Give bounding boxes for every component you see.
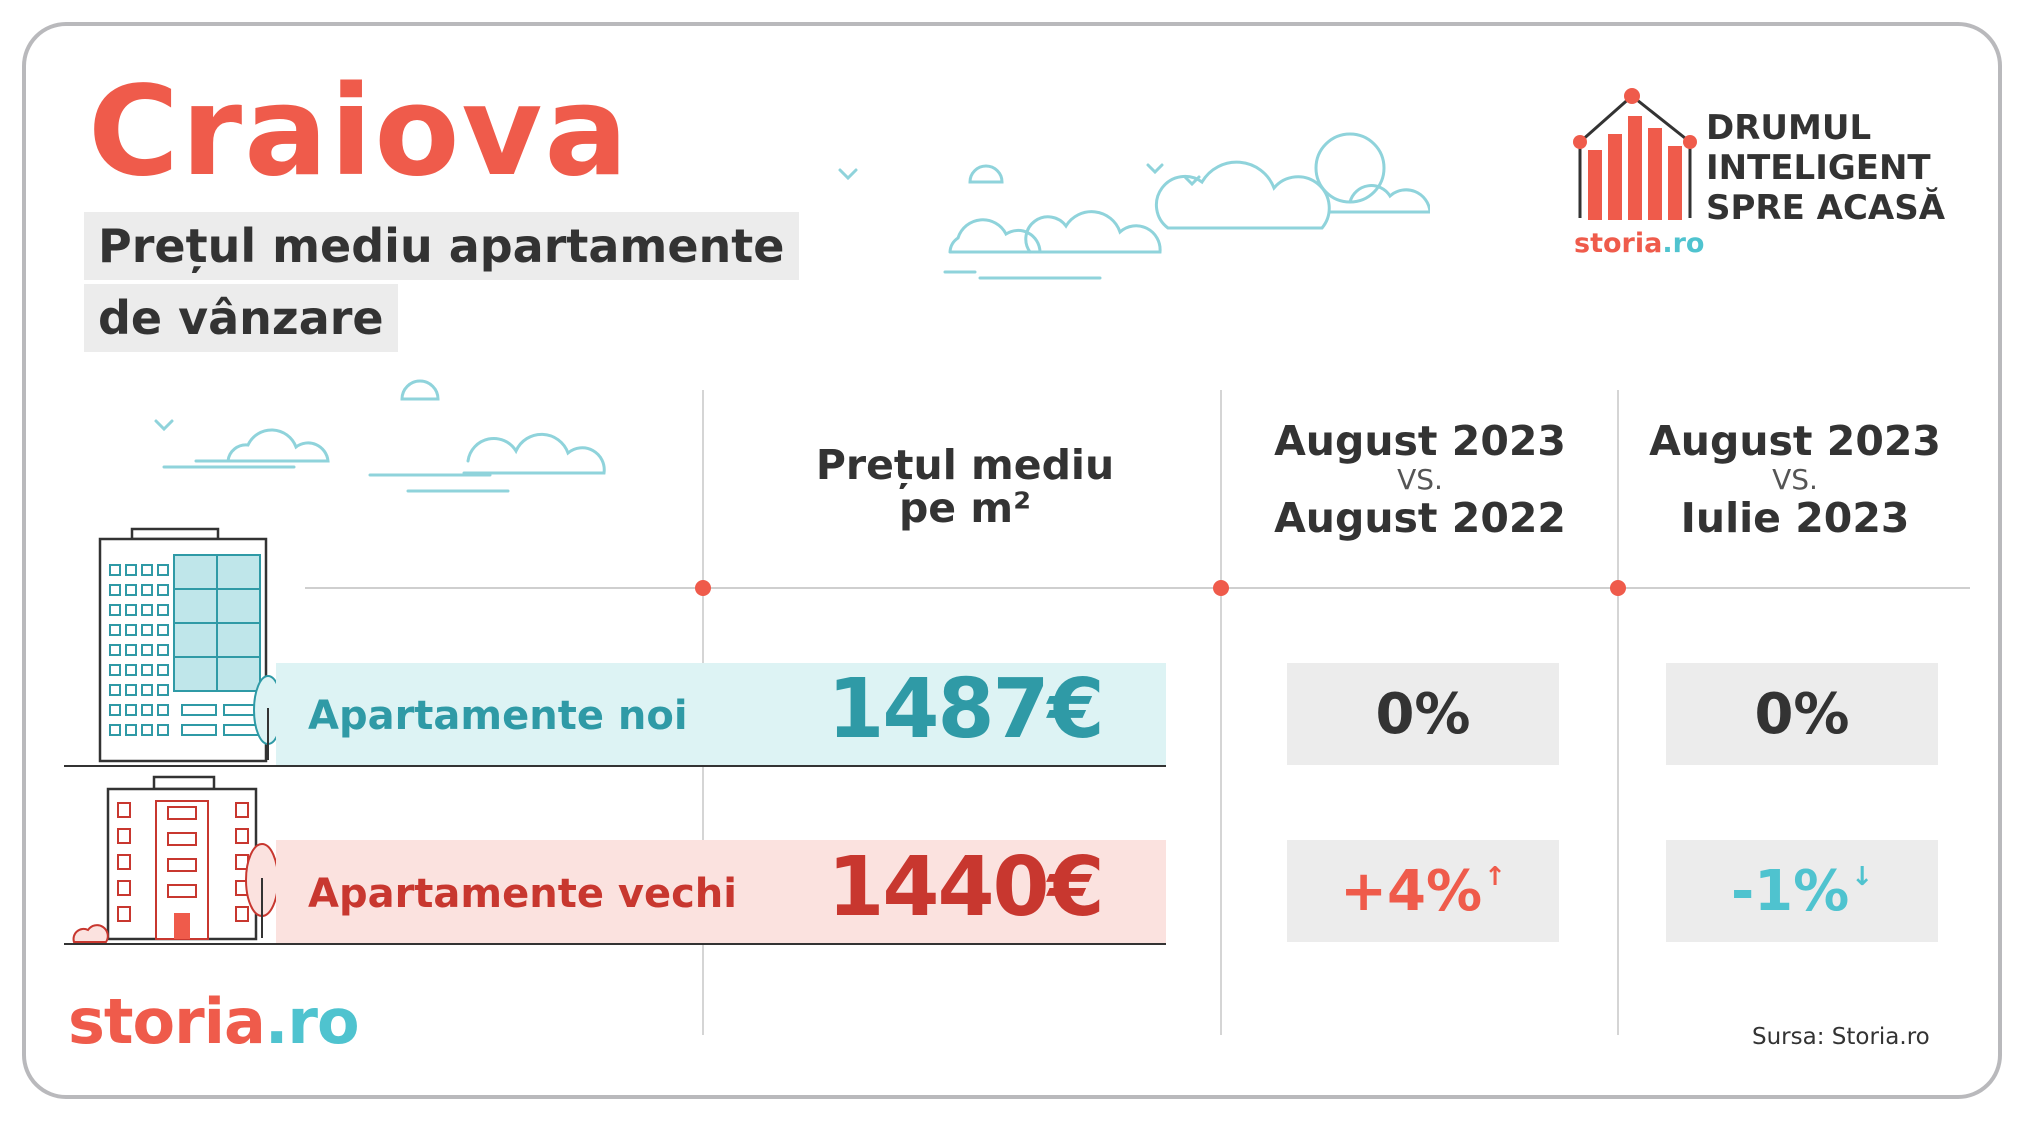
price-header-line2: pe m² [898,484,1032,533]
change-yoy-old: +4% ↑ [1287,840,1559,942]
tagline-line3: SPRE ACASĂ [1706,188,1946,228]
yoy-header-line1: August 2023 [1274,417,1566,465]
price-old: 1440€ [827,840,1104,935]
change-yoy-old-value: +4% [1340,858,1483,924]
small-brand-ro: .ro [1662,228,1705,259]
row-label-new: Apartamente noi [308,693,688,739]
mom-header-line1: August 2023 [1649,417,1941,465]
column-header-price: Prețul mediu pe m² [780,441,1150,533]
row-label-old: Apartamente vechi [308,871,737,917]
row-baseline-new [64,765,1166,767]
footer-logo-storia: storia [68,985,266,1058]
row-baseline-old [64,943,1166,945]
price-header-line1: Prețul mediu [815,441,1115,489]
small-brand-logo: storia.ro [1574,228,1704,259]
mom-header-line2: Iulie 2023 [1680,493,1910,542]
subtitle-line2: de vânzare [84,284,398,352]
clouds-decoration-top [838,132,1430,280]
arrow-up-icon: ↑ [1484,862,1506,892]
column-divider-2 [1220,390,1222,1035]
change-mom-old: -1% ↓ [1666,840,1938,942]
yoy-header-vs: VS. [1397,463,1443,497]
change-mom-new-value: 0% [1754,681,1850,747]
change-mom-old-value: -1% [1730,858,1850,924]
tree-old-icon [245,843,279,938]
old-building-icon [106,775,258,941]
subtitle-line1: Prețul mediu apartamente [84,212,799,280]
bush-icon [72,924,109,943]
page-title: Craiova [88,60,631,204]
separator-dot-1 [695,580,711,596]
tagline-line2: INTELIGENT [1706,148,1931,188]
yoy-header-line2: August 2022 [1274,493,1566,542]
row-band-new [276,663,1166,765]
arrow-down-icon: ↓ [1851,862,1874,892]
source-note: Sursa: Storia.ro [1752,1024,1930,1050]
header-separator [305,587,1970,589]
storia-house-logo [1573,88,1697,220]
tagline-line1: DRUMUL [1706,108,1872,148]
change-yoy-new: 0% [1287,663,1559,765]
small-brand-storia: storia [1574,228,1663,259]
price-new: 1487€ [827,662,1104,757]
row-band-old [276,840,1166,943]
column-header-mom: August 2023 VS. Iulie 2023 [1630,417,1960,542]
change-mom-new: 0% [1666,663,1938,765]
change-yoy-new-value: 0% [1375,681,1471,747]
brand-tagline: DRUMUL INTELIGENT SPRE ACASĂ [1706,108,1945,228]
footer-logo-ro: .ro [264,985,360,1058]
column-divider-3 [1617,390,1619,1035]
column-header-yoy: August 2023 VS. August 2022 [1240,417,1600,542]
new-building-icon [98,527,268,763]
mom-header-vs: VS. [1772,463,1818,497]
separator-dot-2 [1213,580,1229,596]
separator-dot-3 [1610,580,1626,596]
clouds-decoration-left [154,379,606,493]
footer-logo: storia.ro [68,985,360,1058]
